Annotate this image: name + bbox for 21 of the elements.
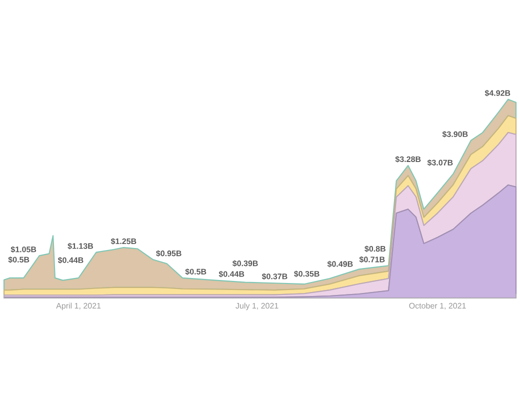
annotation: $1.13B: [68, 242, 94, 250]
annotation: $0.37B: [262, 273, 288, 280]
annotation: $3.28B: [395, 156, 421, 163]
annotation: $0.44B: [218, 270, 244, 278]
annotation: $0.49B: [327, 260, 353, 268]
annotation: $0.5B: [185, 268, 206, 275]
annotation: $0.8B: [364, 246, 386, 252]
annotation: $0.39B: [232, 260, 258, 267]
x-tick-label: July 1, 2021: [236, 302, 278, 310]
annotation: $0.5B: [8, 256, 30, 263]
annotation: $0.95B: [156, 250, 182, 257]
annotation: $0.44B: [58, 256, 84, 264]
annotation: $1.25B: [110, 238, 136, 245]
annotation: $0.35B: [294, 270, 320, 278]
annotation: $3.07B: [427, 159, 453, 166]
annotation: $0.71B: [359, 256, 385, 263]
x-tick-label: April 1, 2021: [56, 302, 101, 310]
annotation: $4.92B: [484, 90, 510, 96]
annotation: $3.90B: [442, 130, 468, 138]
x-tick-label: October 1, 2021: [409, 302, 466, 310]
annotation: $1.05B: [10, 246, 36, 253]
